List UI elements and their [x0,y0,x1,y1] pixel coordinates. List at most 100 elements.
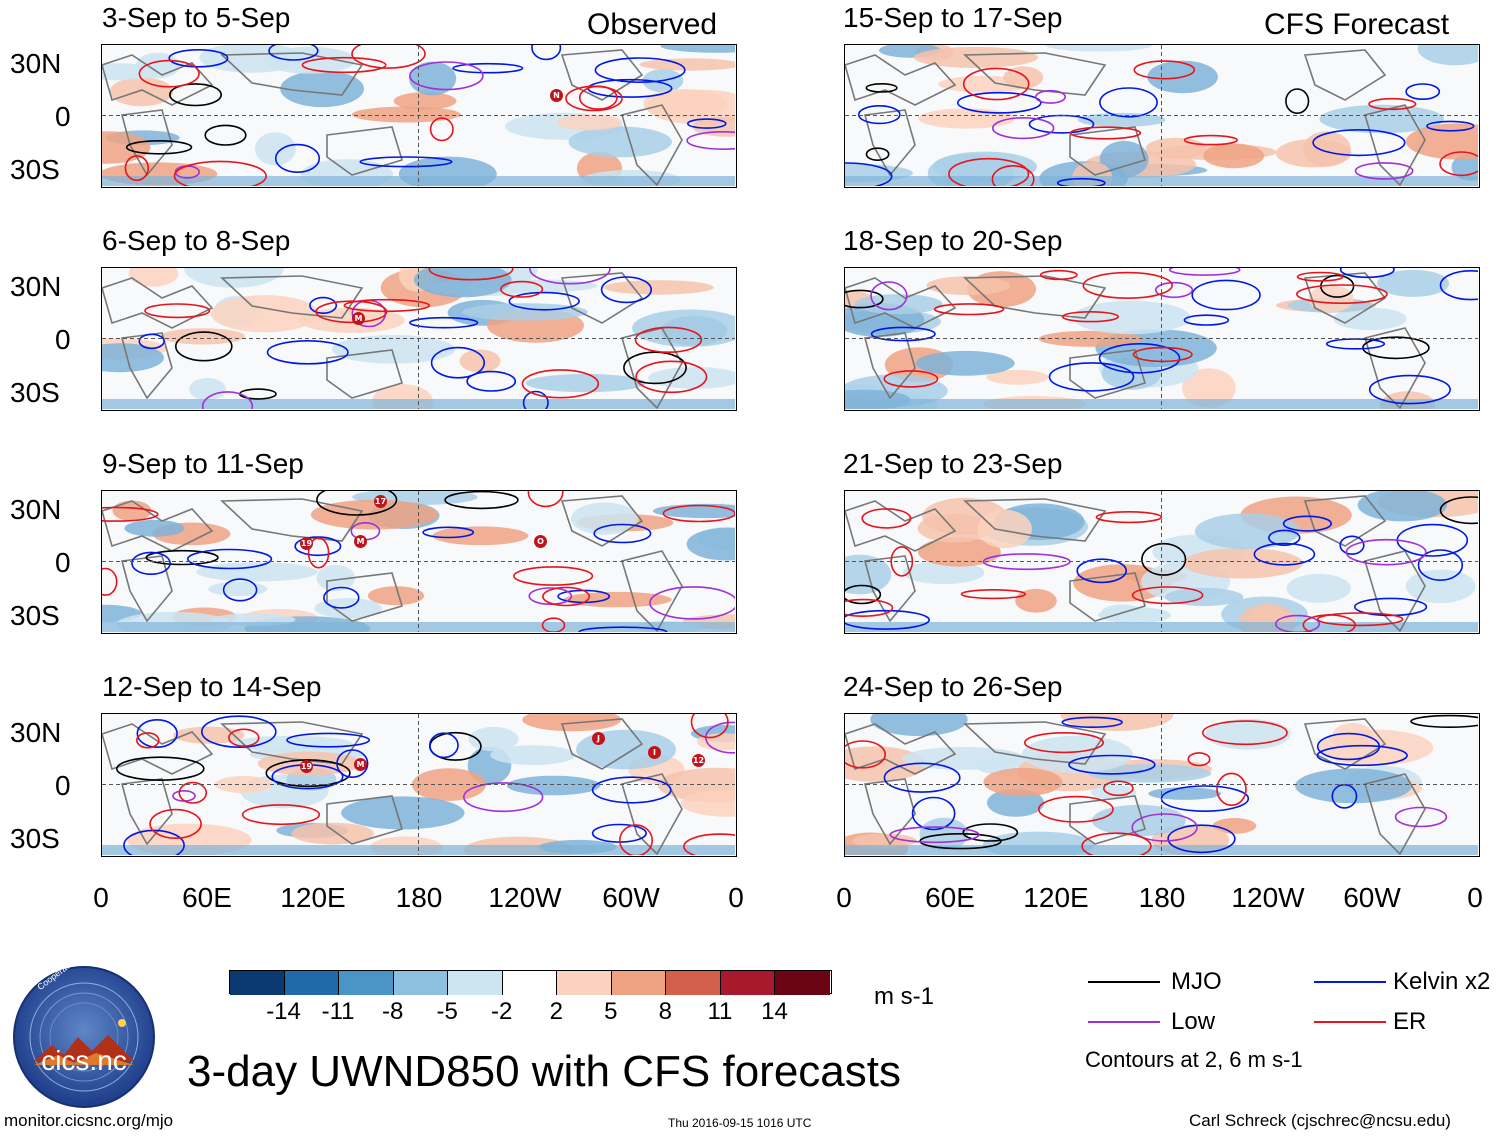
wave-contour [870,326,936,342]
anomaly-patch [316,564,356,592]
wave-contour [845,162,893,186]
wave-contour [201,391,254,409]
wave-contour [266,340,349,365]
colorbar-units: m s-1 [874,983,934,1010]
map-canvas [102,45,735,186]
wave-contour [1048,362,1135,392]
legend-line-low [1088,1021,1160,1023]
wave-contour [1201,720,1288,746]
colorbar-swatch [448,971,503,995]
map-observed-1: N [101,44,737,188]
wave-contour [1285,88,1310,115]
coastline [1303,718,1387,770]
lat-label-30n: 30N [10,494,62,525]
wave-contour [1216,772,1247,807]
storm-marker: O [534,535,547,548]
storm-marker: M [352,312,365,325]
colorbar-swatch [611,971,667,995]
lon-label: 180 [1138,882,1186,913]
map-canvas [102,714,735,855]
legend-note: Contours at 2, 6 m s-1 [1085,1047,1303,1072]
panel-title-fcst-2: 18-Sep to 20-Sep [843,225,1063,256]
wave-contour [323,586,360,609]
wave-contour [686,131,735,150]
anomaly-patch [932,151,1037,182]
map-canvas [102,268,735,409]
map-canvas [845,714,1478,855]
coastline [963,721,1107,765]
wave-contour [1191,279,1261,311]
colorbar-tick-label: -2 [491,998,513,1025]
panel-title-fcst-4: 24-Sep to 26-Sep [843,671,1063,702]
anomaly-patch [1319,104,1444,134]
wave-contour [428,732,459,759]
anomaly-patch [1308,285,1354,313]
wave-contour [865,147,890,161]
wave-contour [422,526,475,539]
storm-marker: N [550,89,563,102]
coastline [560,49,644,101]
anomaly-patch [102,343,164,373]
anomaly-patch [903,561,985,585]
wave-contour [1325,338,1386,350]
wave-contour [309,296,338,315]
lon-label: 120W [488,882,562,913]
colorbar [229,970,832,995]
anomaly-patch [1091,804,1186,837]
anomaly-patch [1333,307,1407,331]
anomaly-patch [1405,123,1478,160]
wave-contour [600,276,653,304]
coastline [845,277,957,329]
anomaly-patch [254,132,296,166]
wave-contour [1426,120,1475,132]
wave-contour [522,390,549,409]
map-canvas [845,45,1478,186]
anomaly-patch [917,537,1001,567]
coastline [120,109,173,177]
wave-contour [301,56,387,74]
legend-label-kelvin: Kelvin x2 [1393,968,1491,995]
wave-contour [135,732,160,749]
wave-contour [542,586,591,607]
panel-title-obs-1: 3-Sep to 5-Sep [102,2,291,33]
storm-marker: J [592,732,605,745]
wave-contour [131,551,171,576]
anomaly-patch [1286,573,1351,603]
anomaly-patch [660,45,735,53]
wave-contour [870,281,908,311]
anomaly-patch [648,367,735,389]
wave-contour [890,546,914,577]
coastline [845,54,957,106]
anomaly-patch [1303,131,1351,167]
lon-label: 60E [925,882,975,913]
legend-line-er [1314,1021,1386,1023]
wave-contour [286,732,370,748]
anomaly-patch [1165,587,1244,607]
wave-contour [857,104,901,125]
wave-contour [634,326,703,354]
anomaly-patch [128,268,179,287]
wave-contour [123,829,185,855]
anomaly-patch [525,374,646,393]
colorbar-swatch [720,971,776,995]
footer-url[interactable]: monitor.cicsnc.org/mjo [4,1111,174,1130]
anomaly-patch [208,581,268,597]
wave-contour [957,91,1042,114]
panel-title-fcst-3: 21-Sep to 23-Sep [843,448,1063,479]
wave-contour [619,824,653,855]
anomaly-patch [983,767,1063,797]
wave-contour [1316,744,1408,767]
wave-contour [241,804,321,826]
wave-contour [1439,151,1478,177]
legend-line-mjo [1088,981,1160,983]
wave-contour [845,740,886,769]
anomaly-patch [393,92,457,110]
wave-contour [168,49,229,68]
wave-contour [635,360,708,394]
anomaly-patch [1145,137,1207,160]
storm-marker: M [354,535,367,548]
coastline [963,52,1107,96]
wave-contour [686,118,727,129]
colorbar-tick-label: 2 [549,998,563,1025]
anomaly-patch [1212,818,1257,834]
